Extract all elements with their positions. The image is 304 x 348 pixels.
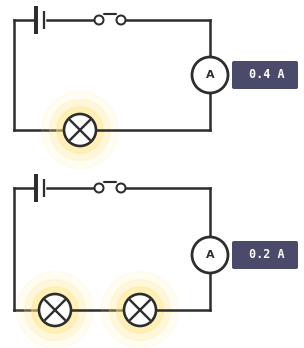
Text: A: A	[206, 250, 214, 260]
FancyBboxPatch shape	[232, 241, 298, 269]
Circle shape	[32, 287, 78, 333]
Circle shape	[117, 287, 163, 333]
Text: A: A	[206, 70, 214, 80]
Circle shape	[95, 183, 103, 192]
Circle shape	[95, 16, 103, 24]
Circle shape	[102, 271, 178, 348]
FancyBboxPatch shape	[232, 61, 298, 89]
Circle shape	[17, 271, 93, 348]
Text: 0.4 A: 0.4 A	[249, 69, 285, 81]
Circle shape	[64, 114, 96, 146]
Circle shape	[25, 279, 85, 340]
Circle shape	[42, 92, 118, 168]
Circle shape	[116, 16, 126, 24]
Circle shape	[192, 237, 228, 273]
Text: 0.2 A: 0.2 A	[249, 248, 285, 261]
Circle shape	[192, 57, 228, 93]
Circle shape	[50, 100, 110, 160]
Circle shape	[39, 294, 71, 326]
Circle shape	[124, 294, 156, 326]
Circle shape	[116, 183, 126, 192]
Circle shape	[110, 279, 171, 340]
Circle shape	[57, 107, 103, 153]
